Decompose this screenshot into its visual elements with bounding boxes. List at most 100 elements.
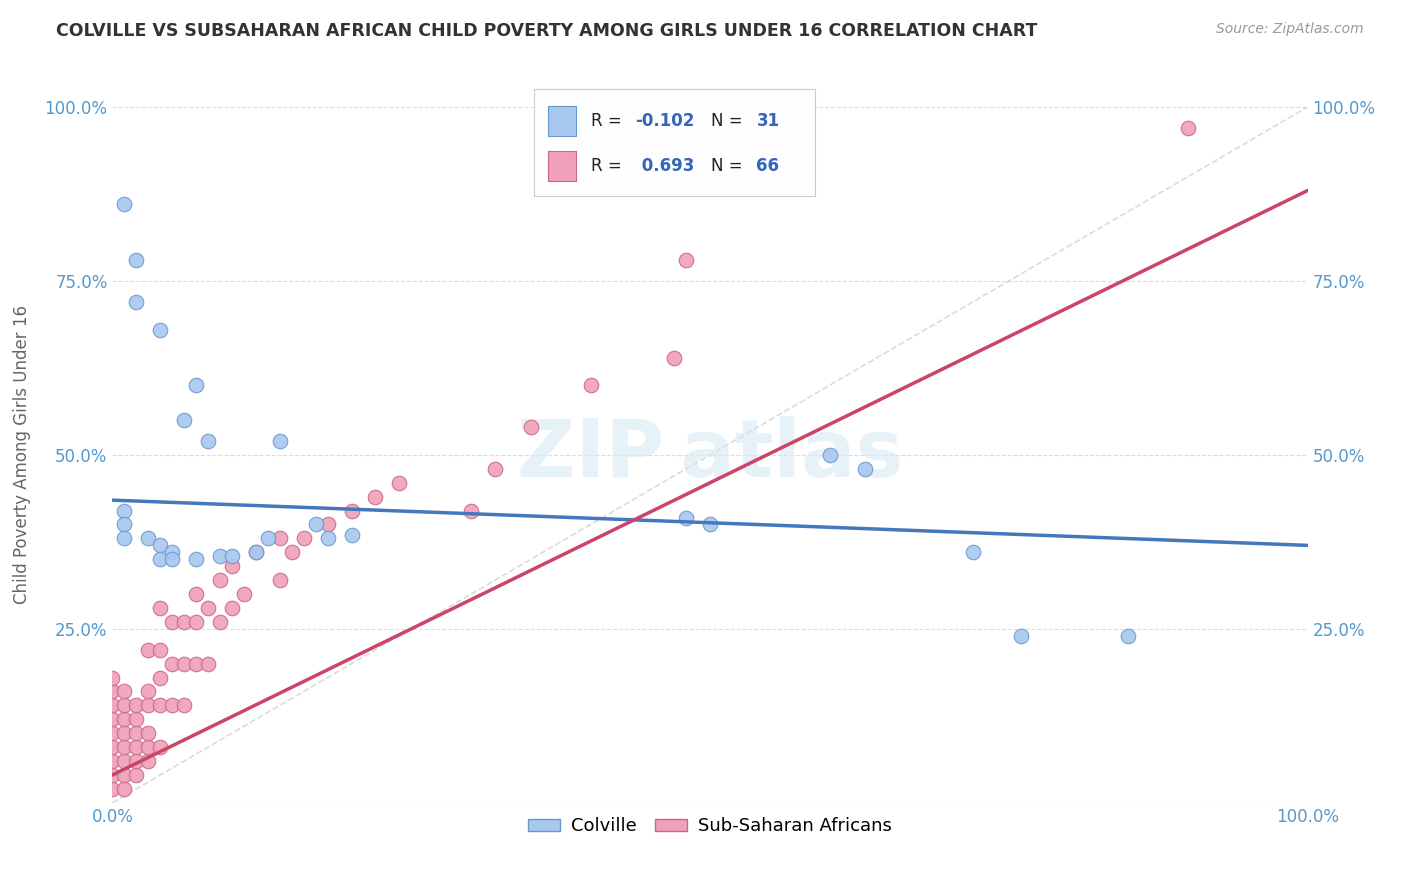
Point [257, 532, 280, 546]
Point [173, 657, 195, 671]
Point [1118, 629, 1140, 643]
Point [114, 726, 135, 740]
Text: R =: R = [591, 157, 621, 175]
Point [114, 698, 135, 713]
Point [269, 573, 291, 587]
Text: 0.693: 0.693 [636, 157, 695, 175]
Point [364, 490, 387, 504]
Point [149, 552, 172, 566]
Point [114, 197, 135, 211]
Point [125, 740, 148, 755]
Y-axis label: Child Poverty Among Girls Under 16: Child Poverty Among Girls Under 16 [13, 305, 31, 605]
Text: R =: R = [591, 112, 621, 130]
Point [125, 253, 148, 268]
Point [281, 545, 304, 559]
Point [114, 768, 135, 782]
Point [520, 420, 543, 434]
Point [125, 294, 148, 309]
Point [101, 671, 124, 685]
Point [173, 698, 195, 713]
Point [149, 323, 172, 337]
Point [699, 517, 721, 532]
Point [292, 532, 315, 546]
Point [197, 657, 219, 671]
Point [818, 448, 841, 462]
Point [579, 378, 602, 392]
Text: 66: 66 [756, 157, 779, 175]
Point [114, 740, 135, 755]
Point [186, 552, 208, 566]
Point [138, 740, 160, 755]
Text: N =: N = [711, 157, 742, 175]
Point [186, 587, 208, 601]
Text: ZIP atlas: ZIP atlas [517, 416, 903, 494]
Point [125, 768, 148, 782]
Point [1177, 120, 1199, 135]
Point [186, 378, 208, 392]
Point [197, 601, 219, 615]
Point [855, 462, 877, 476]
Point [101, 768, 124, 782]
Point [316, 517, 339, 532]
Point [125, 726, 148, 740]
Point [460, 503, 482, 517]
Point [675, 510, 697, 524]
Point [233, 587, 256, 601]
Point [138, 754, 160, 768]
Point [149, 740, 172, 755]
Point [221, 549, 243, 563]
Point [1010, 629, 1032, 643]
Point [125, 712, 148, 726]
Point [138, 642, 160, 657]
Point [340, 503, 363, 517]
Point [209, 549, 232, 563]
Point [269, 532, 291, 546]
Point [114, 712, 135, 726]
Point [209, 573, 232, 587]
Point [149, 601, 172, 615]
Point [138, 698, 160, 713]
Point [101, 754, 124, 768]
Point [186, 615, 208, 629]
Point [114, 754, 135, 768]
Point [316, 532, 339, 546]
Text: 31: 31 [756, 112, 779, 130]
Point [173, 615, 195, 629]
Point [149, 671, 172, 685]
Point [221, 601, 243, 615]
Legend: Colville, Sub-Saharan Africans: Colville, Sub-Saharan Africans [520, 810, 900, 842]
Point [162, 657, 183, 671]
Text: -0.102: -0.102 [636, 112, 695, 130]
Point [962, 545, 984, 559]
Point [388, 475, 411, 490]
Point [114, 684, 135, 698]
Point [114, 503, 135, 517]
Point [149, 538, 172, 552]
Point [162, 552, 183, 566]
Point [101, 781, 124, 796]
Point [186, 657, 208, 671]
Point [162, 615, 183, 629]
Point [138, 726, 160, 740]
Point [197, 434, 219, 448]
Point [664, 351, 686, 365]
Point [209, 615, 232, 629]
FancyBboxPatch shape [548, 152, 576, 181]
Point [340, 528, 363, 542]
Point [245, 545, 267, 559]
Point [101, 712, 124, 726]
Point [138, 684, 160, 698]
Point [269, 434, 291, 448]
Point [149, 642, 172, 657]
Point [162, 545, 183, 559]
Point [162, 698, 183, 713]
Point [125, 698, 148, 713]
Point [114, 532, 135, 546]
Point [484, 462, 506, 476]
Point [305, 517, 328, 532]
Point [101, 684, 124, 698]
Text: COLVILLE VS SUBSAHARAN AFRICAN CHILD POVERTY AMONG GIRLS UNDER 16 CORRELATION CH: COLVILLE VS SUBSAHARAN AFRICAN CHILD POV… [56, 22, 1038, 40]
Point [245, 545, 267, 559]
Point [221, 559, 243, 574]
Point [101, 740, 124, 755]
